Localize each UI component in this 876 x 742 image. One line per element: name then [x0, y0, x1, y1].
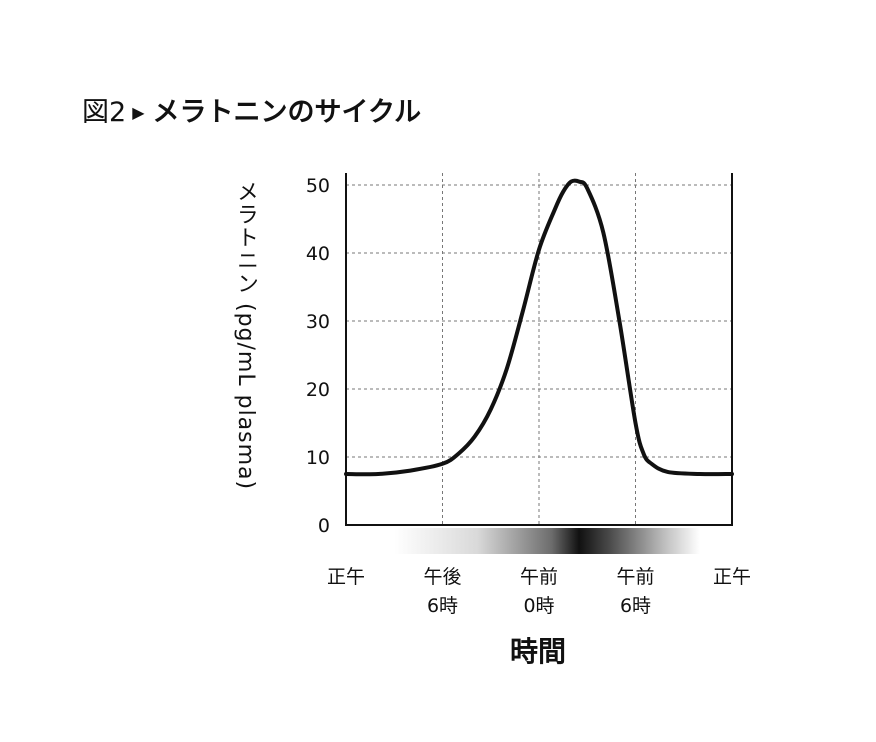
x-tick-label: 午後 [423, 566, 461, 588]
figure-title: 図2 ▶ メラトニンのサイクル [82, 90, 421, 129]
x-tick-labels: 正午 午後 6時 午前 0時 午前 6時 正午 [327, 566, 751, 617]
series-lines [344, 178, 734, 477]
y-tick-label: 30 [306, 311, 330, 333]
time-band-bar [394, 528, 700, 554]
y-tick-label: 50 [306, 175, 330, 197]
axes [345, 173, 733, 526]
x-tick-label: 午前 [520, 566, 558, 588]
figure-label: 図2 [82, 97, 127, 128]
x-tick-label-line2: 6時 [427, 595, 458, 617]
x-tick-label-line2: 6時 [620, 595, 651, 617]
chart-title: メラトニンのサイクル [152, 97, 422, 128]
y-tick-label: 20 [306, 379, 330, 401]
x-tick-label-line2: 0時 [523, 595, 554, 617]
series-line-melatonin [344, 178, 734, 477]
y-tick-labels: 0 10 20 30 40 50 [306, 175, 330, 537]
y-tick-label: 10 [306, 447, 330, 469]
y-axis-label: メラトニン (pg/mL plasma) [233, 180, 258, 491]
x-axis-label: 時間 [510, 635, 567, 668]
y-tick-label: 40 [306, 243, 330, 265]
x-tick-label: 午前 [616, 566, 654, 588]
triangle-marker-icon: ▶ [132, 103, 145, 122]
x-tick-label: 正午 [327, 566, 365, 588]
time-band [394, 528, 700, 554]
y-tick-label: 0 [318, 515, 330, 537]
x-tick-label: 正午 [713, 566, 751, 588]
